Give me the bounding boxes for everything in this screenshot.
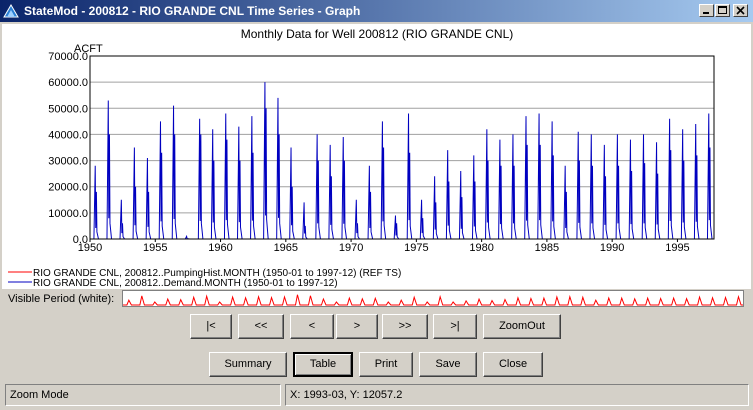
status-coordinates: X: 1993-03, Y: 12057.2 bbox=[285, 384, 749, 406]
y-axis-ticks: 0.0 10000.0 20000.0 30000.0 40000.0 50000.0 60… bbox=[48, 51, 88, 246]
status-mode: Zoom Mode bbox=[5, 384, 281, 406]
y-tick-label: 30000.0 bbox=[48, 156, 88, 168]
y-tick-label: 20000.0 bbox=[48, 182, 88, 194]
x-tick-label: 1960 bbox=[208, 242, 232, 254]
x-tick-label: 1950 bbox=[78, 242, 102, 254]
y-tick-label: 10000.0 bbox=[48, 208, 88, 220]
overview-line bbox=[123, 294, 743, 306]
table-button[interactable]: Table bbox=[293, 352, 353, 377]
x-tick-label: 1990 bbox=[600, 242, 624, 254]
graph-panel[interactable]: Monthly Data for Well 200812 (RIO GRANDE… bbox=[2, 24, 751, 289]
legend-entry-demand: RIO GRANDE CNL, 200812..Demand.MONTH (19… bbox=[33, 278, 338, 289]
page-back-button[interactable]: << bbox=[238, 314, 284, 339]
x-tick-label: 1980 bbox=[469, 242, 493, 254]
print-button[interactable]: Print bbox=[359, 352, 413, 377]
x-axis-ticks: 1950 1955 1960 1965 1970 1975 1980 1985 1990 1995 bbox=[78, 239, 690, 254]
zoom-out-button[interactable]: ZoomOut bbox=[483, 314, 561, 339]
x-tick-label: 1995 bbox=[665, 242, 689, 254]
visible-period-sparkline[interactable] bbox=[123, 291, 743, 306]
legend: RIO GRANDE CNL, 200812..PumpingHist.MONT… bbox=[8, 268, 401, 289]
window-title: StateMod - 200812 - RIO GRANDE CNL Time … bbox=[24, 4, 361, 18]
summary-button[interactable]: Summary bbox=[209, 352, 287, 377]
time-series-chart[interactable]: Monthly Data for Well 200812 (RIO GRANDE… bbox=[2, 24, 751, 289]
y-tick-label: 60000.0 bbox=[48, 77, 88, 89]
grid-lines bbox=[90, 55, 714, 214]
x-tick-label: 1955 bbox=[143, 242, 167, 254]
back-button[interactable]: < bbox=[290, 314, 334, 339]
last-button[interactable]: >| bbox=[433, 314, 477, 339]
minimize-button[interactable] bbox=[699, 4, 714, 17]
series-line-1 bbox=[90, 82, 714, 240]
minimize-icon bbox=[703, 12, 709, 14]
chart-title: Monthly Data for Well 200812 (RIO GRANDE… bbox=[241, 27, 514, 41]
x-tick-label: 1985 bbox=[535, 242, 559, 254]
close-window-button[interactable] bbox=[733, 4, 748, 17]
forward-button[interactable]: > bbox=[336, 314, 378, 339]
y-tick-label: 0.0 bbox=[73, 234, 88, 246]
title-bar: StateMod - 200812 - RIO GRANDE CNL Time … bbox=[0, 0, 753, 22]
y-tick-label: 40000.0 bbox=[48, 129, 88, 141]
x-tick-label: 1965 bbox=[274, 242, 298, 254]
app-logo-icon bbox=[3, 4, 19, 18]
save-button[interactable]: Save bbox=[419, 352, 477, 377]
close-button[interactable]: Close bbox=[483, 352, 543, 377]
y-tick-label: 70000.0 bbox=[48, 51, 88, 63]
series-lines bbox=[90, 82, 714, 240]
y-tick-label: 50000.0 bbox=[48, 103, 88, 115]
page-forward-button[interactable]: >> bbox=[382, 314, 428, 339]
close-icon bbox=[736, 6, 745, 15]
maximize-button[interactable] bbox=[715, 4, 730, 17]
y-axis-label: ACFT bbox=[74, 43, 103, 55]
plot-frame bbox=[89, 55, 715, 240]
legend-entry-pumping: RIO GRANDE CNL, 200812..PumpingHist.MONT… bbox=[33, 268, 401, 279]
x-tick-label: 1975 bbox=[404, 242, 428, 254]
visible-period-label: Visible Period (white): bbox=[8, 293, 115, 305]
x-tick-label: 1970 bbox=[339, 242, 363, 254]
maximize-icon bbox=[718, 6, 727, 14]
first-button[interactable]: |< bbox=[190, 314, 232, 339]
visible-period-overview[interactable] bbox=[122, 290, 744, 307]
